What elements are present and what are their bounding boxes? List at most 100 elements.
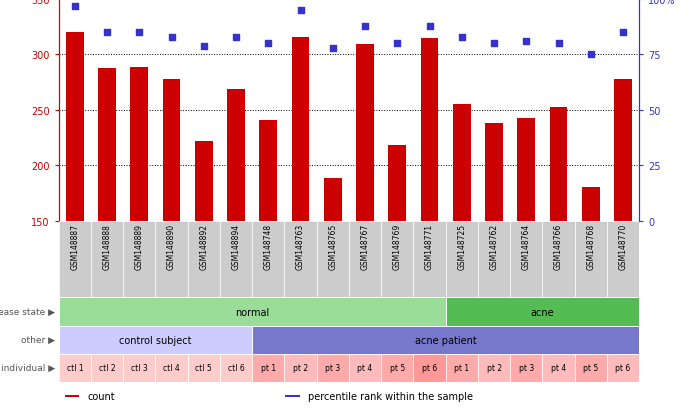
- Bar: [220, 354, 252, 382]
- Bar: [252, 221, 285, 298]
- Point: [392, 41, 403, 47]
- Text: count: count: [88, 391, 115, 401]
- Text: pt 6: pt 6: [422, 363, 437, 373]
- Bar: [227, 90, 245, 221]
- Text: GSM148766: GSM148766: [554, 224, 563, 270]
- Text: pt 1: pt 1: [261, 363, 276, 373]
- Bar: [64, 395, 79, 397]
- Text: GSM148767: GSM148767: [361, 224, 370, 270]
- Bar: [549, 107, 567, 221]
- Text: pt 1: pt 1: [454, 363, 469, 373]
- Text: GSM148892: GSM148892: [199, 224, 209, 270]
- Bar: [220, 221, 252, 298]
- Point: [618, 30, 629, 36]
- Text: GSM148769: GSM148769: [392, 224, 402, 270]
- Text: GSM148887: GSM148887: [70, 224, 79, 270]
- Point: [328, 45, 339, 52]
- Text: normal: normal: [235, 307, 269, 317]
- Point: [521, 39, 532, 45]
- Bar: [285, 221, 316, 298]
- Text: GSM148725: GSM148725: [457, 224, 466, 270]
- Text: pt 6: pt 6: [616, 363, 631, 373]
- Text: pt 2: pt 2: [293, 363, 308, 373]
- Bar: [324, 178, 341, 221]
- Bar: [446, 298, 639, 326]
- Bar: [259, 121, 277, 221]
- Text: disease state ▶: disease state ▶: [0, 307, 55, 316]
- Point: [263, 41, 274, 47]
- Text: pt 4: pt 4: [357, 363, 372, 373]
- Text: ctl 2: ctl 2: [99, 363, 115, 373]
- Bar: [66, 33, 84, 221]
- Bar: [453, 105, 471, 221]
- Text: control subject: control subject: [120, 335, 191, 345]
- Bar: [542, 354, 575, 382]
- Bar: [349, 221, 381, 298]
- Bar: [478, 354, 510, 382]
- Text: GSM148764: GSM148764: [522, 224, 531, 270]
- Text: GSM148889: GSM148889: [135, 224, 144, 270]
- Text: pt 5: pt 5: [583, 363, 598, 373]
- Bar: [446, 354, 478, 382]
- Bar: [510, 221, 542, 298]
- Point: [585, 52, 596, 59]
- Bar: [518, 119, 535, 221]
- Bar: [485, 124, 503, 221]
- Point: [489, 41, 500, 47]
- Text: pt 5: pt 5: [390, 363, 405, 373]
- Bar: [252, 326, 639, 354]
- Bar: [478, 221, 510, 298]
- Bar: [292, 38, 310, 221]
- Bar: [155, 221, 188, 298]
- Point: [295, 8, 306, 14]
- Bar: [413, 354, 446, 382]
- Point: [359, 23, 370, 30]
- Bar: [607, 354, 639, 382]
- Bar: [155, 354, 188, 382]
- Bar: [582, 187, 600, 221]
- Bar: [510, 354, 542, 382]
- Text: GSM148771: GSM148771: [425, 224, 434, 270]
- Text: ctl 6: ctl 6: [228, 363, 245, 373]
- Text: ctl 1: ctl 1: [66, 363, 83, 373]
- Bar: [252, 354, 285, 382]
- Text: GSM148748: GSM148748: [264, 224, 273, 270]
- Bar: [316, 221, 349, 298]
- Point: [553, 41, 564, 47]
- Text: individual ▶: individual ▶: [1, 363, 55, 373]
- Point: [424, 23, 435, 30]
- Bar: [446, 221, 478, 298]
- Text: GSM148890: GSM148890: [167, 224, 176, 270]
- Bar: [421, 39, 438, 221]
- Bar: [285, 354, 316, 382]
- Bar: [285, 395, 300, 397]
- Bar: [59, 221, 91, 298]
- Bar: [542, 221, 575, 298]
- Text: other ▶: other ▶: [21, 335, 55, 344]
- Text: ctl 3: ctl 3: [131, 363, 148, 373]
- Point: [69, 3, 80, 10]
- Point: [102, 30, 113, 36]
- Bar: [316, 354, 349, 382]
- Bar: [381, 221, 413, 298]
- Bar: [59, 326, 252, 354]
- Bar: [91, 354, 123, 382]
- Text: ctl 4: ctl 4: [163, 363, 180, 373]
- Bar: [413, 221, 446, 298]
- Bar: [91, 221, 123, 298]
- Bar: [98, 69, 116, 221]
- Bar: [59, 298, 446, 326]
- Text: GSM148763: GSM148763: [296, 224, 305, 270]
- Text: GSM148894: GSM148894: [231, 224, 240, 270]
- Point: [166, 34, 177, 41]
- Bar: [59, 354, 91, 382]
- Text: GSM148768: GSM148768: [586, 224, 596, 270]
- Text: pt 3: pt 3: [519, 363, 534, 373]
- Bar: [188, 354, 220, 382]
- Text: ctl 5: ctl 5: [196, 363, 212, 373]
- Bar: [614, 80, 632, 221]
- Text: GSM148888: GSM148888: [102, 224, 112, 269]
- Text: percentile rank within the sample: percentile rank within the sample: [308, 391, 473, 401]
- Text: GSM148765: GSM148765: [328, 224, 337, 270]
- Bar: [357, 45, 374, 221]
